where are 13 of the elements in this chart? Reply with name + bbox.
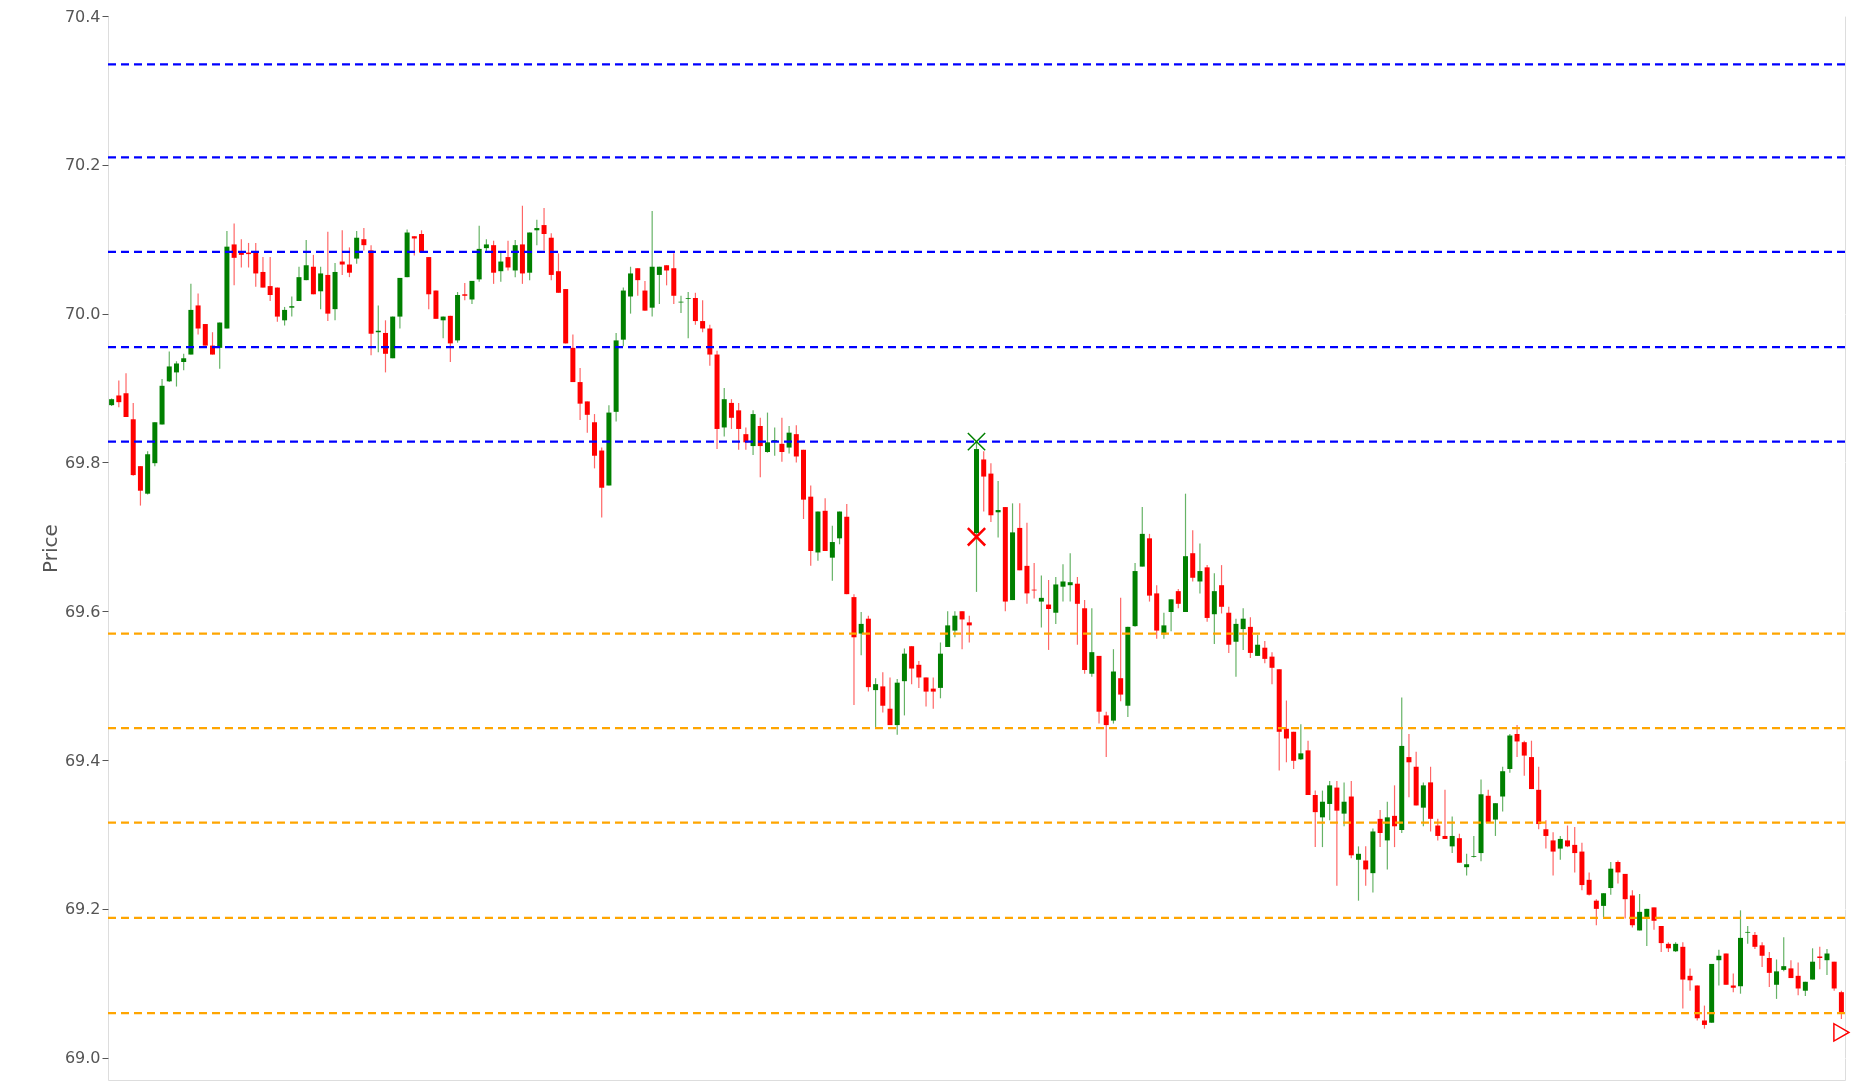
y-tick-label: 70.2 bbox=[64, 155, 101, 175]
candlestick bbox=[202, 323, 208, 347]
point bbox=[967, 432, 986, 452]
y-tick-label: 69.2 bbox=[64, 899, 101, 919]
y-axis-title: Price bbox=[37, 524, 62, 573]
y-tick-label: 69.4 bbox=[64, 750, 101, 770]
y-tick-label: 69.0 bbox=[64, 1048, 101, 1068]
y-tick-label: 69.8 bbox=[64, 452, 101, 472]
point bbox=[1833, 1022, 1850, 1042]
y-tick-label: 70.0 bbox=[64, 304, 101, 324]
point bbox=[966, 526, 987, 547]
y-tick-label: 70.4 bbox=[64, 6, 101, 26]
y-tick-label: 69.6 bbox=[64, 601, 101, 621]
